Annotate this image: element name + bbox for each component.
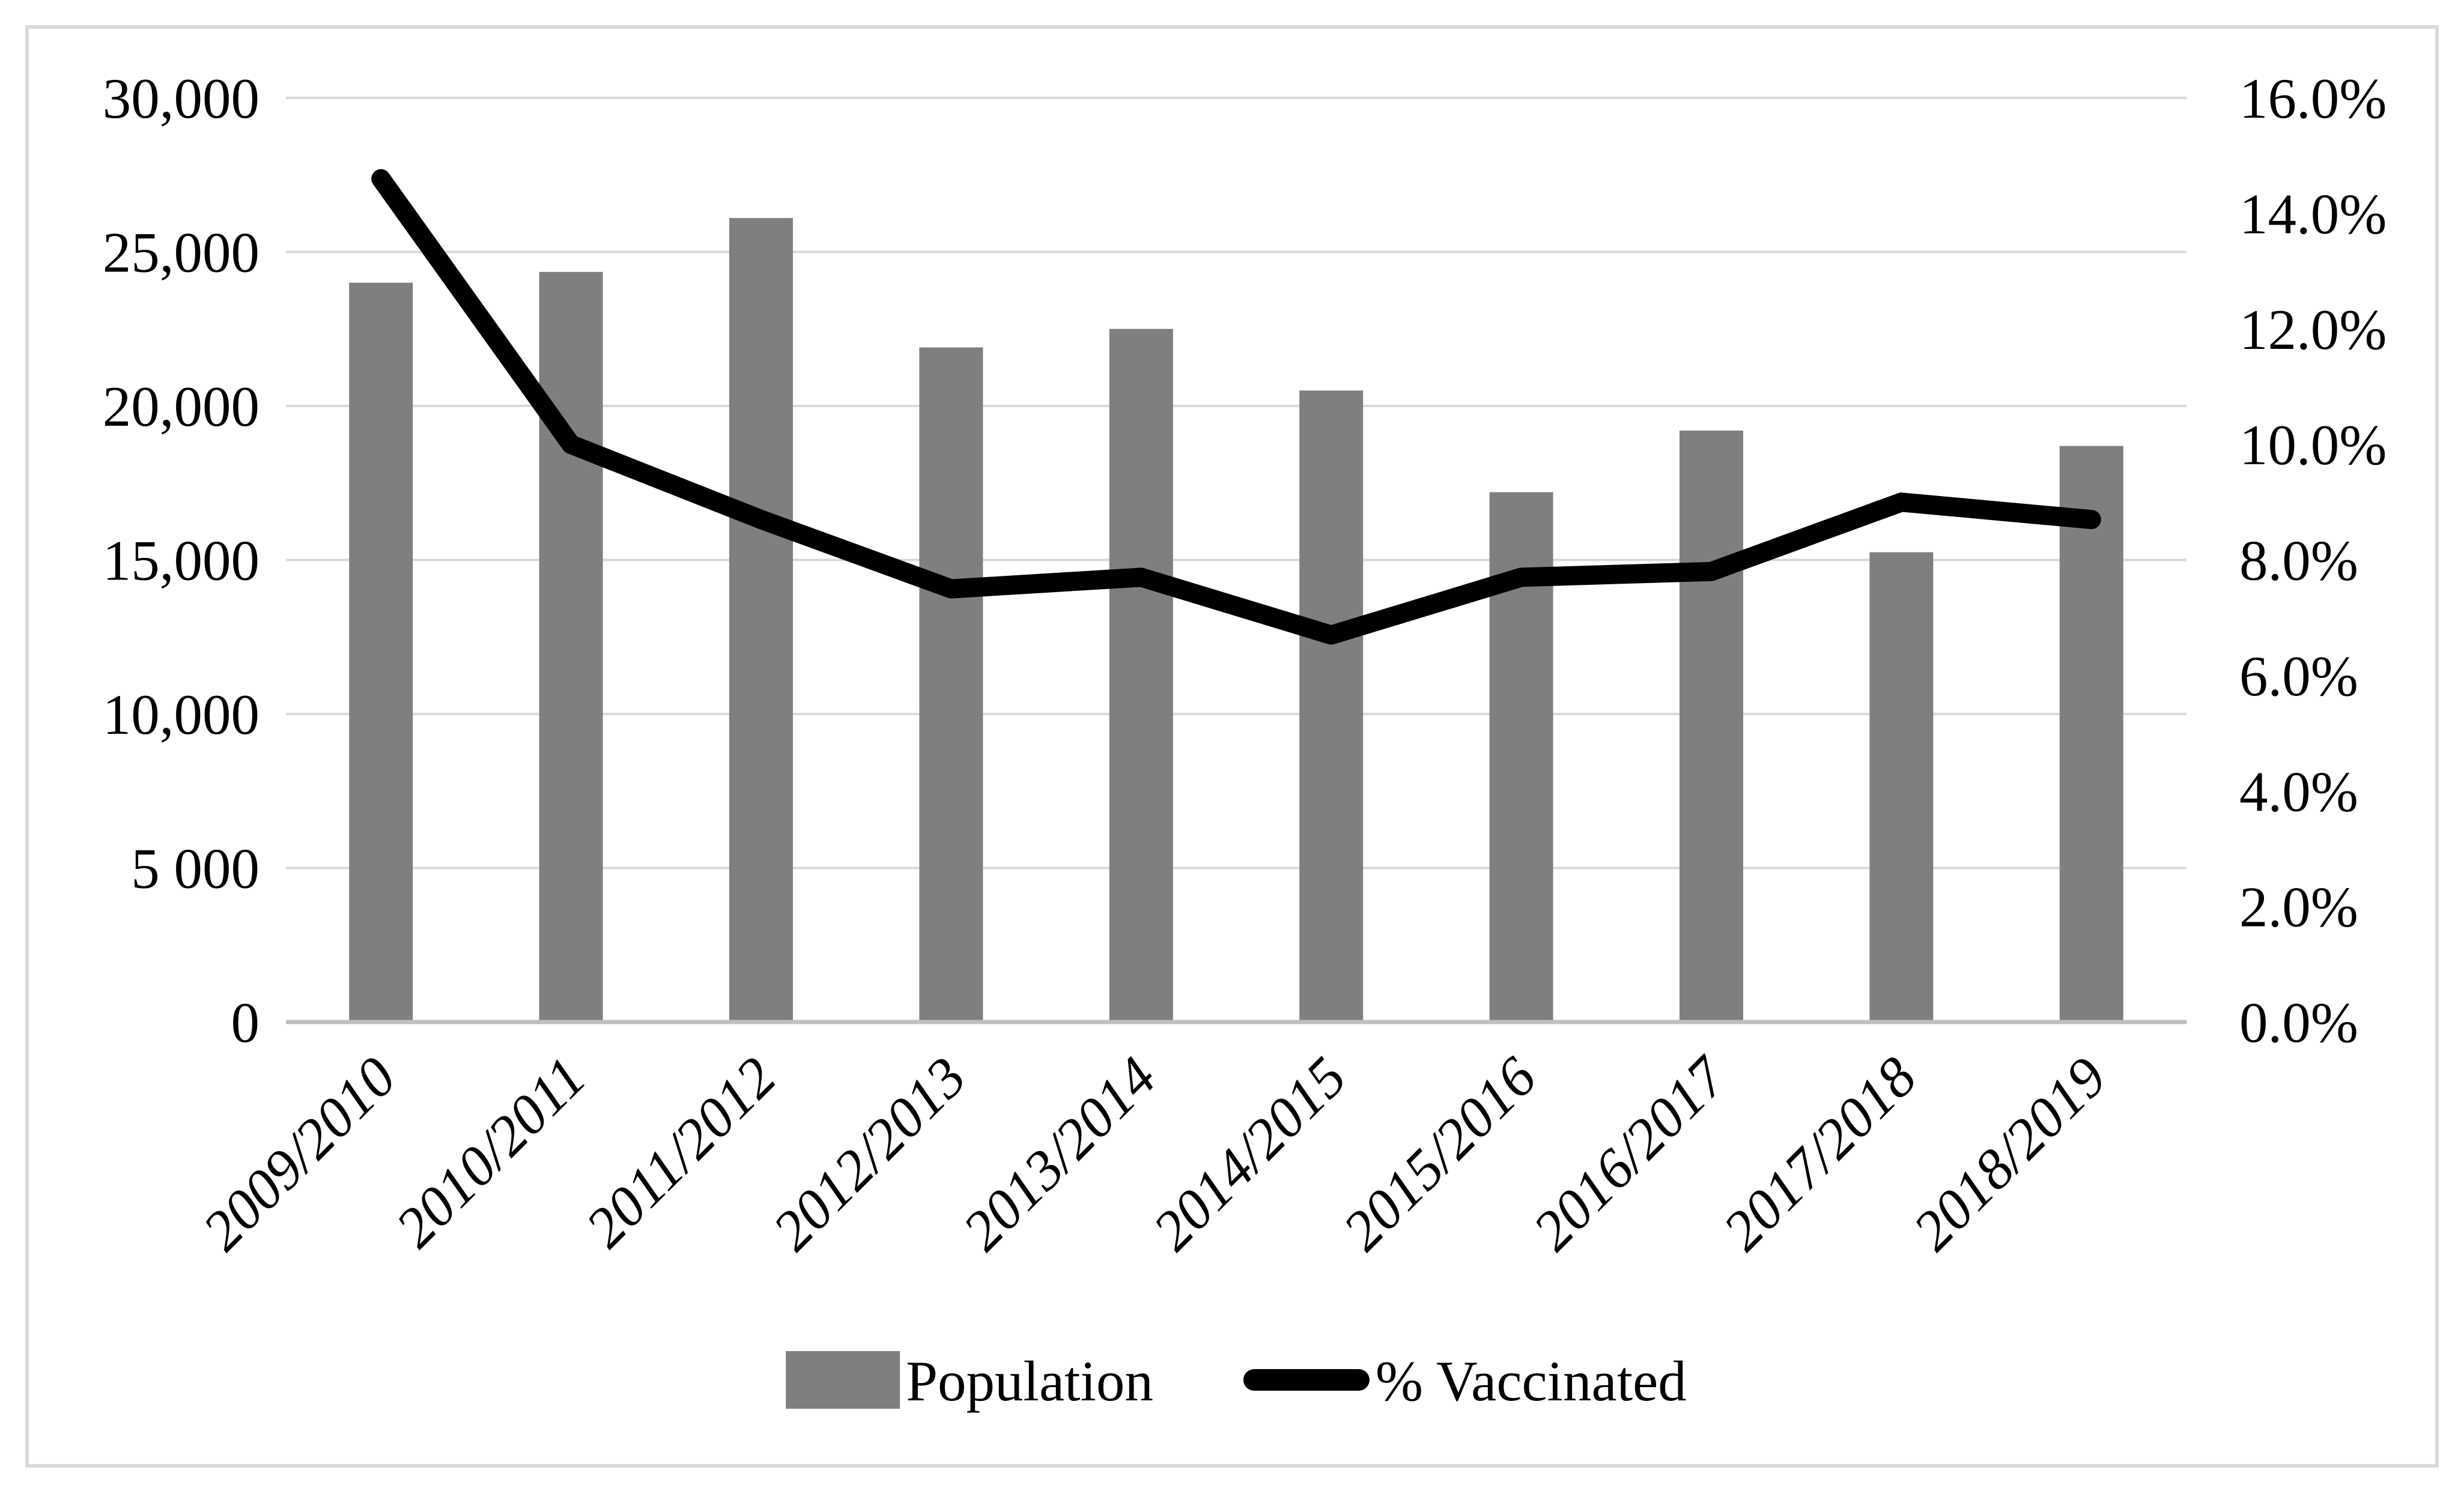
bar-2014-2015 (1299, 390, 1364, 1022)
right-axis-tick: 10.0% (2239, 413, 2387, 477)
bar-2013-2014 (1109, 328, 1173, 1022)
bar-2017-2018 (1869, 552, 1934, 1022)
legend: Population % Vaccinated (786, 1349, 1687, 1413)
left-axis-tick: 20,000 (103, 375, 259, 438)
right-axis-tick: 0.0% (2239, 991, 2358, 1054)
left-axis-tick: 5 000 (131, 837, 259, 901)
left-axis-tick: 15,000 (103, 529, 259, 593)
legend-population-swatch (786, 1351, 900, 1409)
right-axis-tick: 8.0% (2239, 529, 2358, 593)
bar-2018-2019 (2059, 446, 2123, 1022)
right-axis-tick: 6.0% (2239, 644, 2358, 708)
population-bars (349, 218, 2123, 1023)
right-axis-tick: 2.0% (2239, 876, 2358, 939)
left-axis-tick: 10,000 (103, 683, 259, 746)
legend-population-label: Population (906, 1349, 1153, 1413)
legend-vaccinated-label: % Vaccinated (1376, 1349, 1687, 1413)
left-axis-tick: 0 (231, 991, 260, 1054)
right-axis-tick: 14.0% (2239, 182, 2387, 246)
bar-2012-2013 (919, 347, 983, 1022)
vaccinated-line (371, 169, 2101, 645)
right-axis-labels: 16.0% 14.0% 12.0% 10.0% 8.0% 6.0% 4.0% 2.0% 0.0% (2239, 67, 2387, 1054)
left-axis-tick: 25,000 (103, 221, 259, 285)
left-axis-tick: 30,000 (103, 67, 259, 130)
right-axis-tick: 12.0% (2239, 298, 2387, 361)
vaccinated-line-series (371, 169, 2101, 645)
bar-2009-2010 (349, 282, 413, 1022)
bar-2016-2017 (1680, 431, 1743, 1022)
left-axis-labels: 30,000 25,000 20,000 15,000 10,000 5 000 0 (103, 67, 259, 1054)
right-axis-tick: 16.0% (2239, 67, 2387, 130)
bar-2010-2011 (539, 271, 603, 1023)
right-axis-tick: 4.0% (2239, 760, 2358, 823)
bar-2011-2012 (729, 218, 793, 1022)
chart-border (25, 25, 2439, 1468)
